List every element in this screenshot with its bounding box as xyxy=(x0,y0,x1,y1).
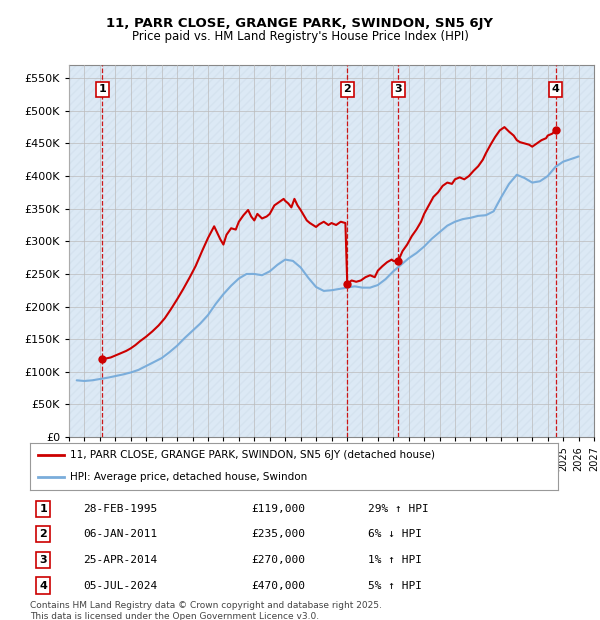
Text: 11, PARR CLOSE, GRANGE PARK, SWINDON, SN5 6JY (detached house): 11, PARR CLOSE, GRANGE PARK, SWINDON, SN… xyxy=(70,450,434,461)
Text: 2: 2 xyxy=(40,529,47,539)
Text: £270,000: £270,000 xyxy=(252,555,306,565)
Text: Price paid vs. HM Land Registry's House Price Index (HPI): Price paid vs. HM Land Registry's House … xyxy=(131,30,469,43)
Text: 3: 3 xyxy=(394,84,402,94)
Text: 2: 2 xyxy=(343,84,351,94)
Text: Contains HM Land Registry data © Crown copyright and database right 2025.
This d: Contains HM Land Registry data © Crown c… xyxy=(30,601,382,620)
Text: HPI: Average price, detached house, Swindon: HPI: Average price, detached house, Swin… xyxy=(70,472,307,482)
Text: 5% ↑ HPI: 5% ↑ HPI xyxy=(368,580,422,590)
Text: 4: 4 xyxy=(551,84,559,94)
Text: £119,000: £119,000 xyxy=(252,504,306,514)
Text: 4: 4 xyxy=(39,580,47,590)
Text: 1: 1 xyxy=(40,504,47,514)
Text: £470,000: £470,000 xyxy=(252,580,306,590)
Text: £235,000: £235,000 xyxy=(252,529,306,539)
Text: 25-APR-2014: 25-APR-2014 xyxy=(83,555,157,565)
Text: 05-JUL-2024: 05-JUL-2024 xyxy=(83,580,157,590)
Text: 1% ↑ HPI: 1% ↑ HPI xyxy=(368,555,422,565)
Text: 11, PARR CLOSE, GRANGE PARK, SWINDON, SN5 6JY: 11, PARR CLOSE, GRANGE PARK, SWINDON, SN… xyxy=(107,17,493,30)
Text: 28-FEB-1995: 28-FEB-1995 xyxy=(83,504,157,514)
Text: 6% ↓ HPI: 6% ↓ HPI xyxy=(368,529,422,539)
Text: 29% ↑ HPI: 29% ↑ HPI xyxy=(368,504,428,514)
Text: 3: 3 xyxy=(40,555,47,565)
Text: 1: 1 xyxy=(98,84,106,94)
Text: 06-JAN-2011: 06-JAN-2011 xyxy=(83,529,157,539)
